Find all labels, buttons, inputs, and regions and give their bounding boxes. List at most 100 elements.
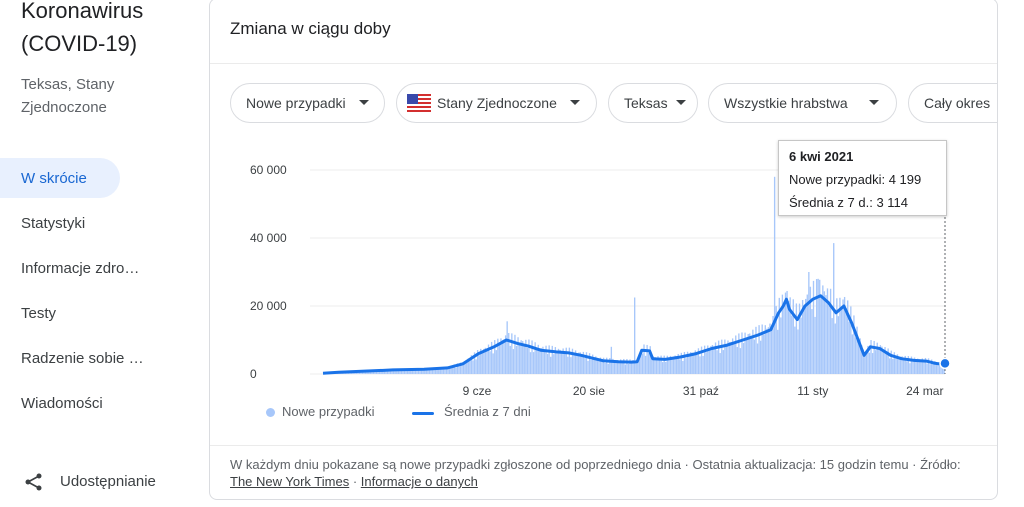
daily-case-bar bbox=[557, 348, 560, 374]
daily-case-bar bbox=[661, 362, 664, 374]
daily-case-bar bbox=[708, 348, 710, 374]
app-title: Koronawirus (COVID-19) bbox=[21, 0, 144, 56]
metric-dropdown[interactable]: Nowe przypadki bbox=[230, 83, 385, 123]
daily-case-bar bbox=[890, 350, 892, 374]
daily-case-bar bbox=[879, 345, 882, 374]
nav-item-tests[interactable]: Testy bbox=[0, 293, 200, 338]
footer-separator: · bbox=[349, 474, 361, 489]
daily-case-bar bbox=[910, 356, 913, 374]
active-indicator bbox=[0, 158, 120, 198]
country-label: Stany Zjednoczone bbox=[437, 95, 557, 111]
county-label: Wszystkie hrabstwa bbox=[724, 95, 848, 111]
daily-case-bar bbox=[570, 357, 572, 374]
daily-case-bar bbox=[422, 368, 424, 374]
daily-case-bar bbox=[696, 354, 698, 374]
daily-case-bar bbox=[531, 340, 533, 374]
daily-case-bar bbox=[895, 357, 897, 374]
daily-case-bar bbox=[786, 290, 788, 374]
daily-case-bar bbox=[873, 340, 875, 374]
chevron-down-icon bbox=[359, 100, 369, 105]
daily-case-bar bbox=[752, 329, 754, 374]
daily-case-bar bbox=[795, 303, 798, 374]
daily-case-bar bbox=[825, 295, 827, 374]
daily-case-bar bbox=[870, 340, 872, 374]
daily-case-bar bbox=[545, 345, 547, 374]
daily-case-bar bbox=[892, 358, 894, 374]
daily-case-bar bbox=[445, 367, 448, 374]
state-dropdown[interactable]: Teksas bbox=[608, 83, 698, 123]
daily-case-bar bbox=[604, 362, 606, 374]
daily-case-bar bbox=[466, 360, 468, 374]
daily-case-bar bbox=[475, 359, 477, 374]
daily-case-bar bbox=[859, 338, 861, 374]
daily-case-bar bbox=[581, 355, 583, 374]
daily-case-bar bbox=[896, 354, 899, 374]
daily-case-bar bbox=[766, 328, 768, 374]
daily-case-bar bbox=[685, 358, 687, 374]
daily-case-bar bbox=[458, 366, 460, 374]
daily-case-bar bbox=[476, 350, 479, 374]
daily-case-bar bbox=[836, 298, 838, 374]
daily-case-bar bbox=[430, 367, 432, 374]
daily-case-bar bbox=[940, 363, 942, 374]
daily-case-bar bbox=[689, 352, 692, 374]
daily-case-bar bbox=[845, 308, 847, 374]
daily-case-bar bbox=[419, 368, 421, 374]
card-title: Zmiana w ciągu doby bbox=[230, 19, 391, 38]
sidebar: Koronawirus (COVID-19) Teksas, Stany Zje… bbox=[0, 0, 200, 507]
daily-case-bar bbox=[842, 299, 844, 374]
daily-change-card: Zmiana w ciągu doby Nowe przypadki Stany… bbox=[209, 0, 998, 500]
daily-case-bar bbox=[935, 362, 938, 374]
daily-case-bar bbox=[492, 353, 494, 374]
daily-case-bar bbox=[727, 340, 729, 374]
daily-case-bar bbox=[634, 297, 636, 374]
legend-line-label: Średnia z 7 dni bbox=[444, 404, 531, 419]
daily-case-bar bbox=[523, 343, 525, 374]
daily-case-bar bbox=[431, 369, 434, 374]
daily-case-bar bbox=[772, 316, 774, 374]
daily-case-bar bbox=[497, 338, 499, 374]
seven-day-average-line bbox=[322, 294, 946, 375]
daily-case-bar bbox=[593, 358, 595, 374]
daily-case-bar bbox=[576, 353, 578, 374]
daily-case-bar bbox=[882, 349, 885, 374]
daily-case-bar bbox=[834, 323, 836, 374]
share-icon bbox=[25, 473, 42, 491]
daily-case-bar bbox=[943, 364, 945, 374]
daily-case-bar bbox=[853, 315, 855, 374]
period-dropdown[interactable]: Cały okres bbox=[908, 83, 997, 123]
period-label: Cały okres bbox=[924, 95, 991, 111]
daily-case-bar bbox=[805, 298, 807, 374]
daily-case-bar bbox=[467, 358, 469, 374]
nav-item-health-info[interactable]: Informacje zdro… bbox=[0, 248, 200, 293]
daily-case-bar bbox=[697, 348, 700, 374]
daily-case-bar bbox=[562, 348, 564, 374]
daily-case-bar bbox=[638, 358, 641, 374]
daily-case-bar bbox=[848, 321, 850, 374]
nav-item-overview[interactable]: W skrócie bbox=[0, 158, 200, 203]
daily-case-bar bbox=[517, 337, 519, 374]
cases-chart[interactable]: 60 000 40 000 20 000 0 9 cze 20 sie 31 paź 11 s… bbox=[210, 137, 997, 407]
daily-case-bar bbox=[713, 347, 715, 374]
daily-case-bar bbox=[652, 356, 655, 374]
divider bbox=[210, 63, 997, 64]
nav-item-statistics[interactable]: Statystyki bbox=[0, 203, 200, 248]
daily-case-bar bbox=[486, 349, 488, 374]
daily-case-bar bbox=[402, 368, 404, 374]
nav-item-news[interactable]: Wiadomości bbox=[0, 383, 200, 428]
daily-case-bar bbox=[500, 338, 502, 374]
country-dropdown[interactable]: Stany Zjednoczone bbox=[396, 83, 597, 123]
daily-case-bar bbox=[789, 297, 791, 374]
daily-case-bar bbox=[797, 329, 799, 374]
data-info-link[interactable]: Informacje o danych bbox=[360, 474, 478, 489]
daily-case-bar bbox=[843, 296, 846, 374]
daily-case-bar bbox=[671, 357, 673, 374]
daily-case-bar bbox=[396, 368, 398, 374]
source-link[interactable]: The New York Times bbox=[230, 474, 350, 489]
daily-case-bar bbox=[778, 297, 780, 374]
daily-case-bar bbox=[392, 369, 395, 374]
nav-item-coping[interactable]: Radzenie sobie … bbox=[0, 338, 200, 383]
daily-case-bar bbox=[641, 353, 644, 374]
county-dropdown[interactable]: Wszystkie hrabstwa bbox=[708, 83, 897, 123]
daily-case-bar bbox=[551, 345, 553, 374]
